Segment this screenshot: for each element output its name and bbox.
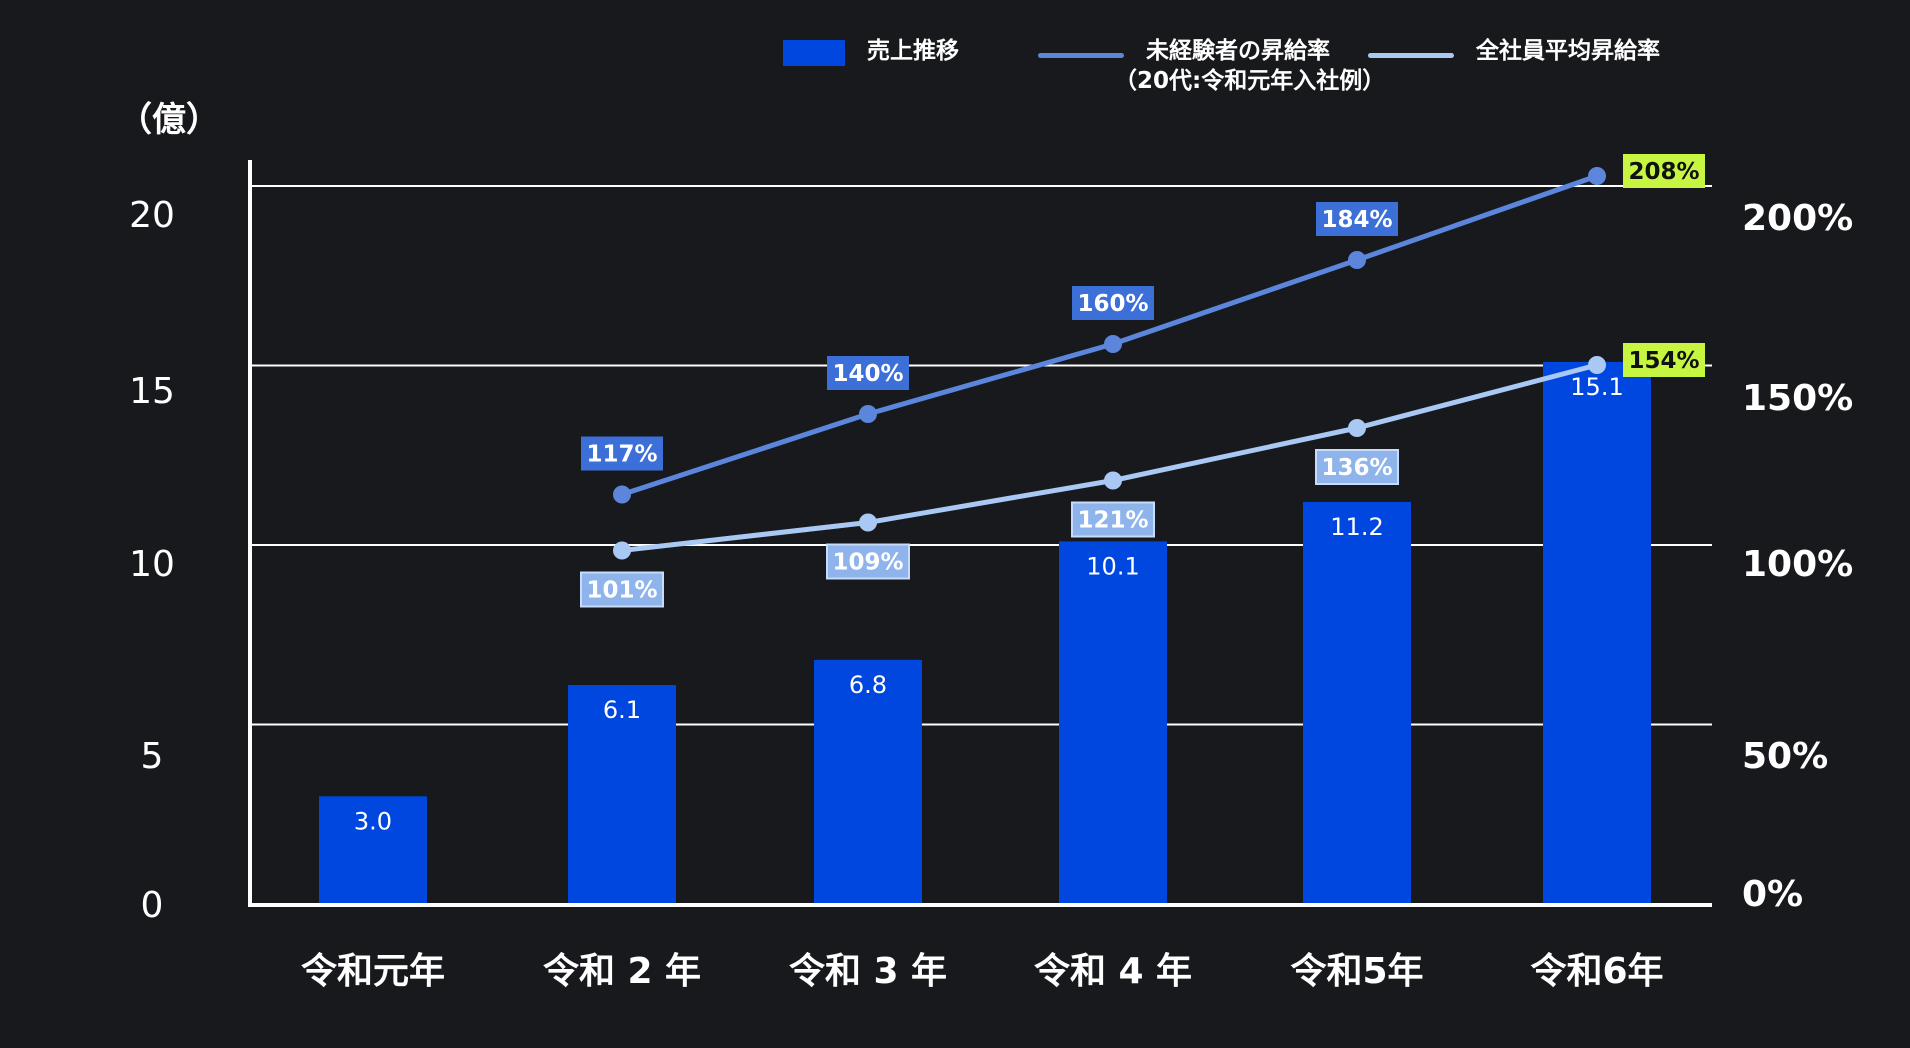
bar [814, 659, 922, 904]
x-axis-category-label: 令和6年 [1530, 951, 1663, 992]
all-employees-point [613, 541, 631, 560]
legend-swatch-line-inexperienced [1038, 53, 1124, 58]
left-axis-tick-label: 15 [129, 371, 175, 412]
left-axis-tick-label: 0 [141, 885, 164, 926]
all-employees-label-box [1071, 501, 1155, 538]
inexperienced-value-label: 208% [1628, 159, 1699, 185]
bar-value-label: 6.1 [603, 696, 641, 724]
bar [1303, 501, 1411, 904]
legend-item-all-employees: 全社員平均昇給率 [1368, 36, 1660, 66]
left-axis-tick-label: 5 [141, 736, 164, 777]
legend-item-inexperienced: 未経験者の昇給率 （20代:令和元年入社例） [1038, 36, 1385, 96]
inexperienced-value-label: 160% [1077, 291, 1148, 317]
inexperienced-point [1588, 167, 1606, 185]
all-employees-point [1588, 356, 1606, 374]
x-axis-category-label: 令和5年 [1290, 951, 1423, 992]
all-employees-value-label: 121% [1077, 508, 1148, 534]
left-axis-tick-label: 10 [129, 544, 175, 585]
bar [568, 685, 676, 904]
all-employees-value-label: 109% [832, 550, 903, 576]
bar-value-label: 11.2 [1330, 513, 1383, 541]
right-axis-tick-label: 200% [1742, 198, 1853, 239]
inexperienced-point [1104, 335, 1122, 353]
all-employees-value-label: 101% [586, 578, 657, 604]
all-employees-point [1348, 419, 1366, 437]
x-axis-category-label: 令和元年 [301, 951, 445, 992]
all-employees-value-label: 154% [1628, 348, 1699, 374]
inexperienced-label-box [581, 436, 663, 471]
left-axis-unit: （億） [118, 100, 220, 140]
bar [319, 796, 427, 904]
inexperienced-point [859, 405, 877, 423]
bar-value-label: 15.1 [1570, 373, 1623, 401]
legend-sublabel-inexperienced: （20代:令和元年入社例） [1114, 68, 1386, 94]
all-employees-point [859, 513, 877, 532]
inexperienced-label-box [1072, 286, 1154, 320]
right-axis-tick-label: 100% [1742, 544, 1853, 585]
legend-label-all-employees: 全社員平均昇給率 [1476, 38, 1660, 64]
inexperienced-line [621, 173, 1598, 497]
legend-label-inexperienced: 未経験者の昇給率 [1146, 38, 1330, 64]
bar [1059, 541, 1167, 904]
bar-value-label: 6.8 [849, 671, 887, 699]
right-axis-tick-label: 0% [1742, 874, 1803, 915]
legend-label-sales: 売上推移 [867, 38, 959, 64]
all-employees-label-box [1315, 449, 1399, 485]
all-employees-label-box [826, 543, 910, 580]
x-axis-category-label: 令和 3 年 [789, 951, 947, 992]
inexperienced-point [1348, 251, 1366, 269]
all-employees-label-box [1623, 343, 1705, 377]
inexperienced-label-box [1316, 202, 1398, 236]
legend-text-inexperienced: 未経験者の昇給率 （20代:令和元年入社例） [1114, 36, 1385, 96]
x-axis-category-label: 令和 4 年 [1034, 951, 1192, 992]
bar [1543, 361, 1651, 904]
inexperienced-value-label: 184% [1321, 207, 1392, 233]
all-employees-value-label: 136% [1321, 455, 1392, 481]
left-axis-tick-label: 20 [129, 195, 175, 236]
x-axis-category-label: 令和 2 年 [543, 951, 701, 992]
legend-swatch-bar [783, 40, 845, 66]
right-axis-tick-label: 150% [1742, 378, 1853, 419]
all-employees-label-box [580, 571, 664, 608]
inexperienced-label-box [1623, 154, 1705, 188]
bar-value-label: 10.1 [1086, 552, 1139, 580]
right-axis-tick-label: 50% [1742, 736, 1828, 777]
bar-value-label: 3.0 [354, 807, 392, 835]
legend: 売上推移 未経験者の昇給率 （20代:令和元年入社例） 全社員平均昇給率 [0, 36, 1910, 116]
all-employees-point [1104, 471, 1122, 490]
inexperienced-label-box [827, 356, 909, 390]
inexperienced-point [613, 485, 631, 504]
legend-swatch-line-all [1368, 53, 1454, 58]
legend-item-sales: 売上推移 [783, 36, 959, 66]
inexperienced-value-label: 140% [832, 361, 903, 387]
inexperienced-value-label: 117% [586, 442, 657, 468]
